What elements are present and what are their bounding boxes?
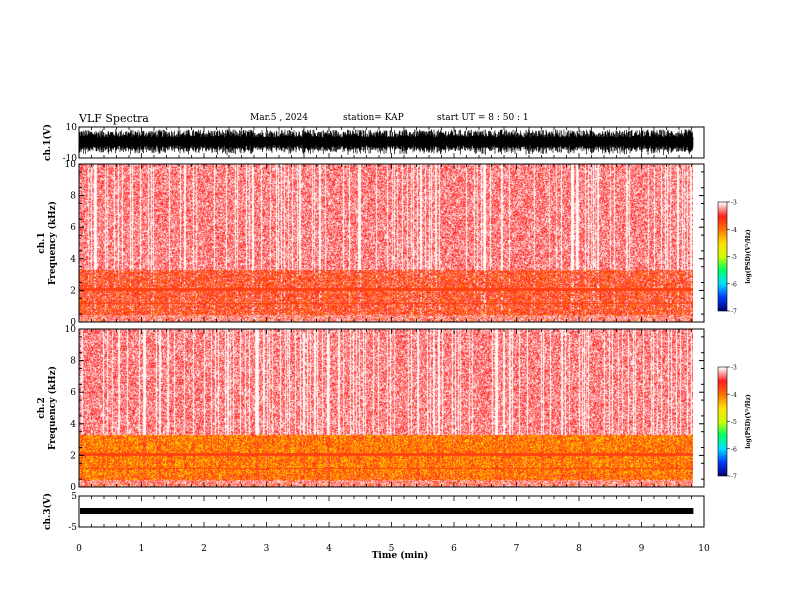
- ch1-spectrogram-heatmap: [79, 164, 693, 322]
- x-tick-label: 9: [639, 544, 645, 554]
- colorbar-label: log(PSD)(V²/Hz): [745, 229, 752, 284]
- colorbar-tick-label: -3: [731, 365, 737, 372]
- colorbar-tick-label: -4: [731, 227, 737, 234]
- x-axis-label: Time (min): [372, 550, 429, 561]
- x-tick-label: 10: [698, 544, 710, 554]
- y-tick-label: -10: [63, 154, 78, 164]
- colorbar-tick-label: -5: [731, 254, 737, 261]
- colorbar: [718, 367, 727, 476]
- colorbar-label: log(PSD)(V²/Hz): [745, 394, 752, 449]
- x-tick-label: 3: [264, 544, 270, 554]
- y-tick-label: 4: [70, 420, 76, 430]
- x-tick-label: 8: [576, 544, 582, 554]
- ch2-spectrogram-heatmap: [79, 329, 693, 487]
- y-tick-label: 6: [70, 223, 76, 233]
- y-tick-label: 2: [70, 451, 76, 461]
- y-tick-label: 6: [70, 388, 76, 398]
- header-title: VLF Spectra: [79, 112, 149, 125]
- y-tick-label: 10: [65, 160, 77, 170]
- header-station: station= KAP: [343, 113, 404, 123]
- x-tick-label: 4: [326, 544, 332, 554]
- colorbar-tick-label: -4: [731, 392, 737, 399]
- y-tick-label: 2: [70, 286, 76, 296]
- colorbar: [718, 202, 727, 311]
- x-tick-label: 0: [76, 544, 82, 554]
- y-tick-label: -5: [68, 523, 77, 533]
- header-date: Mar.5 , 2024: [250, 113, 308, 123]
- colorbar-tick-label: -7: [731, 474, 737, 481]
- y-tick-label: 5: [71, 492, 77, 502]
- y-axis-label: Frequency (kHz): [47, 366, 58, 450]
- y-tick-label: 8: [70, 192, 76, 202]
- y-tick-label: 0: [70, 483, 76, 493]
- x-tick-label: 6: [451, 544, 457, 554]
- y-tick-label: 10: [65, 325, 77, 335]
- y-tick-label: 10: [66, 123, 78, 133]
- ch3-waveform-trace: [80, 508, 694, 514]
- x-tick-label: 2: [201, 544, 207, 554]
- colorbar-tick-label: -5: [731, 419, 737, 426]
- y-tick-label: 4: [70, 255, 76, 265]
- ch1-waveform-trace: [78, 129, 694, 156]
- y-axis-label: ch.1(V): [42, 124, 53, 161]
- x-tick-label: 7: [514, 544, 520, 554]
- colorbar-tick-label: -6: [731, 446, 737, 453]
- y-axis-channel-label: ch.1: [37, 232, 47, 253]
- x-tick-label: 5: [389, 544, 395, 554]
- x-tick-label: 1: [139, 544, 145, 554]
- y-tick-label: 8: [70, 357, 76, 367]
- colorbar-tick-label: -6: [731, 281, 737, 288]
- y-tick-label: 0: [70, 318, 76, 328]
- colorbar-tick-label: -3: [731, 200, 737, 207]
- y-axis-label: ch.3(V): [42, 493, 53, 530]
- y-axis-label: Frequency (kHz): [47, 201, 58, 285]
- colorbar-tick-label: -7: [731, 309, 737, 316]
- y-axis-channel-label: ch.2: [37, 397, 47, 418]
- header-start-time: start UT = 8 : 50 : 1: [437, 113, 529, 123]
